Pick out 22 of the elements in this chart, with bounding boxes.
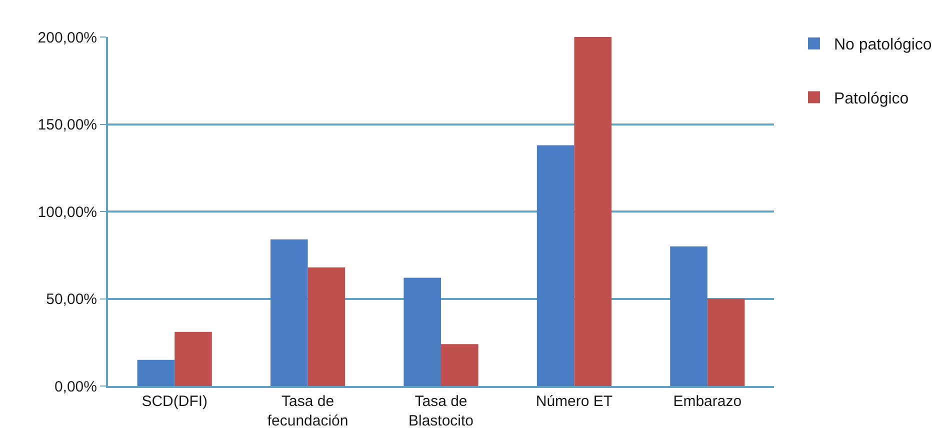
- y-tick-label: 150,00%: [38, 116, 97, 134]
- legend-label: No patológico: [834, 36, 932, 54]
- bar: [174, 332, 212, 386]
- x-tick-label: SCD(DFI): [142, 393, 208, 410]
- bar: [536, 145, 574, 386]
- bar: [707, 298, 745, 386]
- x-tick-label: Tasa de fecundación: [267, 393, 348, 430]
- bar: [404, 278, 441, 386]
- bar: [574, 37, 612, 386]
- y-tick-label: 200,00%: [38, 29, 97, 46]
- legend-label: Patológico: [834, 90, 909, 108]
- x-tick-label: Embarazo: [673, 393, 742, 410]
- y-tick-label: 0,00%: [54, 378, 97, 396]
- bar: [441, 344, 478, 386]
- x-tick-label: Tasa de Blastocito: [408, 393, 474, 430]
- bar: [270, 239, 308, 386]
- y-tick-label: 50,00%: [46, 291, 97, 308]
- bar: [308, 267, 346, 386]
- bar: [670, 246, 708, 386]
- x-tick-label: Número ET: [536, 393, 613, 410]
- y-tick-label: 100,00%: [38, 204, 97, 221]
- bar: [137, 360, 175, 386]
